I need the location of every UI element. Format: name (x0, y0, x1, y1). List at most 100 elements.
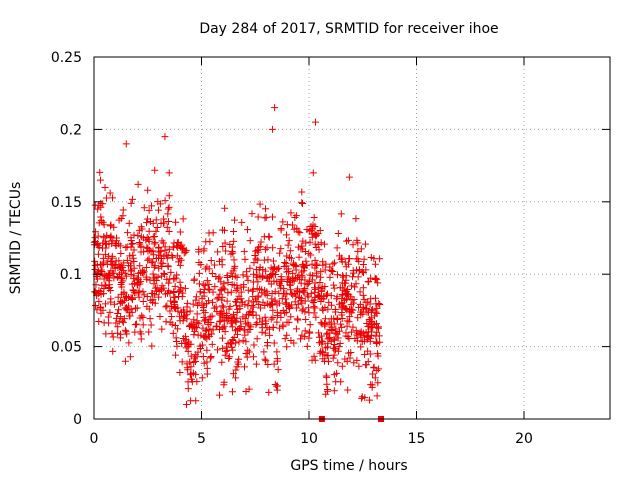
data-point (298, 199, 306, 207)
data-point (161, 270, 169, 278)
data-point (376, 255, 384, 263)
data-point (323, 380, 331, 388)
data-point (244, 276, 252, 284)
data-point (373, 304, 381, 312)
data-point (309, 169, 317, 177)
data-point (359, 261, 367, 269)
data-point (328, 325, 336, 333)
data-point (285, 318, 293, 326)
data-point (173, 271, 181, 279)
data-point (294, 300, 302, 308)
data-point (103, 260, 111, 268)
data-point (193, 319, 201, 327)
data-point (283, 252, 291, 260)
data-point (220, 280, 228, 288)
data-point (275, 299, 283, 307)
data-point (176, 369, 184, 377)
data-point (91, 302, 99, 310)
y-tick-label: 0.1 (60, 267, 82, 283)
data-point (241, 255, 249, 263)
data-point (193, 310, 201, 318)
data-point (223, 343, 231, 351)
data-point (276, 282, 284, 290)
data-point (265, 325, 273, 333)
data-point (330, 387, 338, 395)
data-point (208, 340, 216, 348)
data-point (228, 247, 236, 255)
data-point (198, 374, 206, 382)
data-point (175, 258, 183, 266)
data-point (315, 291, 323, 299)
data-point (145, 328, 153, 336)
data-point (186, 371, 194, 379)
data-point (288, 221, 296, 229)
x-tick-label: 20 (515, 431, 533, 447)
data-point (301, 297, 309, 305)
data-point (262, 213, 270, 221)
data-point (152, 277, 160, 285)
data-point (95, 298, 103, 306)
data-point (134, 281, 142, 289)
data-point (104, 313, 112, 321)
data-point (213, 295, 221, 303)
data-point (279, 306, 287, 314)
data-point (102, 240, 110, 248)
data-point (207, 352, 215, 360)
data-point (366, 396, 374, 404)
data-point (109, 347, 117, 355)
data-point (329, 260, 337, 268)
data-point (287, 254, 295, 262)
data-point (304, 304, 312, 312)
data-point (164, 217, 172, 225)
data-point (164, 210, 172, 218)
data-point (206, 354, 214, 362)
data-point (358, 393, 366, 401)
data-point (142, 264, 150, 272)
data-point (361, 240, 369, 248)
data-point (143, 292, 151, 300)
data-point (221, 285, 229, 293)
data-point (223, 274, 231, 282)
data-point (94, 232, 102, 240)
data-point (180, 308, 188, 316)
data-point (143, 219, 151, 227)
data-point (281, 335, 289, 343)
data-point (349, 241, 357, 249)
data-point (245, 348, 253, 356)
data-point (129, 287, 137, 295)
data-point (358, 394, 366, 402)
data-point (110, 300, 118, 308)
data-point (316, 292, 324, 300)
data-point (170, 298, 178, 306)
data-point (161, 133, 169, 141)
data-point (227, 288, 235, 296)
data-point (162, 303, 170, 311)
data-point (218, 334, 226, 342)
data-point (273, 382, 281, 390)
data-point (200, 313, 208, 321)
data-point (310, 213, 318, 221)
data-point (299, 287, 307, 295)
data-point (209, 229, 217, 237)
data-point (107, 295, 115, 303)
data-point (260, 233, 268, 241)
data-point (134, 180, 142, 188)
data-point (117, 262, 125, 270)
data-point (188, 378, 196, 386)
data-point (354, 247, 362, 255)
data-point (91, 261, 99, 269)
data-point (207, 257, 215, 265)
data-point (372, 308, 380, 316)
data-point (349, 323, 357, 331)
data-point (375, 332, 383, 340)
data-point (237, 295, 245, 303)
data-point (199, 353, 207, 361)
grid (94, 57, 610, 419)
data-point (294, 228, 302, 236)
data-point (370, 321, 378, 329)
data-point (276, 249, 284, 257)
data-point (116, 271, 124, 279)
data-point (117, 330, 125, 338)
data-point (229, 336, 237, 344)
data-point (259, 298, 267, 306)
